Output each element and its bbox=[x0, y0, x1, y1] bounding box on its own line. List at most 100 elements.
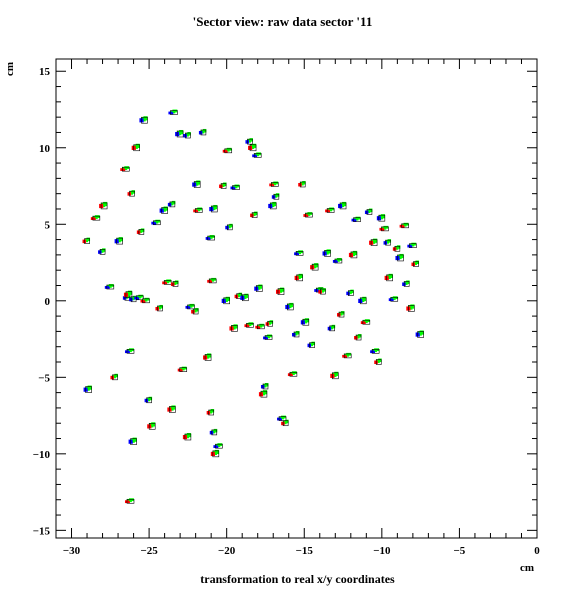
data-point-fragment bbox=[267, 334, 272, 338]
data-point-outline bbox=[348, 290, 354, 296]
data-point-outline bbox=[403, 281, 410, 287]
x-axis-unit-label: cm bbox=[520, 562, 535, 574]
data-point-fragment bbox=[289, 302, 294, 308]
data-point-fragment bbox=[338, 312, 343, 316]
data-point-outline bbox=[220, 183, 227, 189]
data-point-fragment bbox=[208, 410, 213, 414]
data-point-outline bbox=[320, 288, 326, 295]
x-tick-label: −30 bbox=[63, 545, 81, 557]
x-tick-label: −10 bbox=[373, 545, 391, 557]
data-point-fragment bbox=[120, 168, 126, 171]
data-point-fragment bbox=[144, 297, 150, 301]
data-point-fragment bbox=[248, 322, 254, 326]
data-point bbox=[263, 334, 273, 340]
data-point-outline bbox=[305, 212, 313, 218]
data-point bbox=[168, 109, 178, 115]
data-point-fragment bbox=[205, 237, 211, 240]
data-point bbox=[140, 297, 150, 304]
data-point-outline bbox=[142, 298, 150, 304]
data-point-fragment bbox=[294, 331, 298, 336]
data-point-fragment bbox=[348, 290, 352, 295]
data-point-fragment bbox=[269, 320, 274, 324]
data-point-fragment bbox=[304, 318, 310, 323]
data-point bbox=[124, 348, 135, 354]
data-point bbox=[244, 322, 254, 328]
data-point-fragment bbox=[179, 129, 184, 135]
data-point-fragment bbox=[131, 190, 136, 194]
data-point-outline bbox=[293, 331, 300, 338]
data-point bbox=[213, 443, 223, 449]
data-point-fragment bbox=[87, 385, 92, 390]
data-point bbox=[123, 290, 133, 298]
data-point-fragment bbox=[124, 350, 130, 354]
data-point bbox=[298, 180, 306, 188]
data-point-fragment bbox=[157, 305, 161, 310]
data-point-fragment bbox=[84, 238, 89, 243]
data-point-outline bbox=[309, 342, 315, 348]
data-point-fragment bbox=[399, 224, 405, 228]
data-point-outline bbox=[326, 208, 335, 213]
data-point-fragment bbox=[143, 116, 148, 121]
data-point-fragment bbox=[209, 235, 215, 238]
data-point-fragment bbox=[404, 281, 408, 285]
x-tick-label: −15 bbox=[296, 545, 314, 557]
data-point-fragment bbox=[346, 352, 352, 356]
data-point-outline bbox=[278, 416, 287, 421]
data-point-fragment bbox=[263, 336, 268, 340]
data-point bbox=[82, 237, 91, 244]
data-point-fragment bbox=[259, 323, 265, 327]
data-point bbox=[318, 288, 326, 295]
data-point-outline bbox=[169, 406, 176, 413]
data-point-fragment bbox=[213, 204, 218, 210]
data-point bbox=[147, 422, 156, 430]
data-point-fragment bbox=[129, 191, 134, 195]
y-tick-label: −15 bbox=[33, 525, 51, 537]
data-point-fragment bbox=[272, 201, 277, 207]
data-point-outline bbox=[130, 438, 137, 445]
data-point-fragment bbox=[396, 245, 401, 249]
data-point-fragment bbox=[277, 417, 282, 421]
data-point-fragment bbox=[230, 186, 236, 190]
data-point-fragment bbox=[358, 334, 362, 338]
data-point bbox=[271, 193, 280, 200]
data-point-fragment bbox=[298, 250, 304, 254]
data-point-fragment bbox=[296, 330, 300, 335]
data-point bbox=[407, 242, 417, 249]
data-point bbox=[120, 166, 130, 172]
data-point-fragment bbox=[196, 180, 201, 185]
data-point-outline bbox=[366, 209, 373, 215]
data-point-fragment bbox=[252, 154, 258, 158]
data-point-fragment bbox=[124, 295, 129, 299]
data-point bbox=[287, 371, 298, 377]
data-point bbox=[144, 396, 153, 404]
data-point bbox=[402, 280, 410, 287]
data-point-fragment bbox=[222, 149, 228, 153]
data-point bbox=[406, 304, 415, 312]
data-point-fragment bbox=[229, 223, 233, 228]
data-point-fragment bbox=[195, 308, 199, 312]
data-point-fragment bbox=[320, 289, 324, 293]
data-point-fragment bbox=[138, 294, 144, 298]
data-point-fragment bbox=[140, 228, 145, 232]
data-point bbox=[175, 129, 184, 138]
data-point-fragment bbox=[255, 325, 261, 329]
data-point-outline bbox=[194, 208, 203, 213]
data-point bbox=[370, 348, 380, 354]
data-point bbox=[104, 284, 115, 290]
data-point-fragment bbox=[214, 449, 220, 455]
data-point-outline bbox=[338, 311, 345, 318]
data-point-fragment bbox=[379, 227, 385, 231]
y-tick-label: 0 bbox=[45, 296, 51, 308]
data-point bbox=[294, 273, 303, 282]
data-point-outline bbox=[226, 224, 233, 231]
data-point-fragment bbox=[311, 341, 316, 346]
data-point-fragment bbox=[108, 284, 114, 287]
data-point-fragment bbox=[376, 359, 380, 364]
data-point bbox=[411, 260, 419, 267]
data-point bbox=[230, 184, 240, 190]
data-point-outline bbox=[267, 320, 273, 327]
data-point-fragment bbox=[186, 432, 192, 438]
data-point-fragment bbox=[140, 299, 146, 303]
data-point-outline bbox=[390, 296, 399, 302]
data-point bbox=[327, 324, 336, 332]
